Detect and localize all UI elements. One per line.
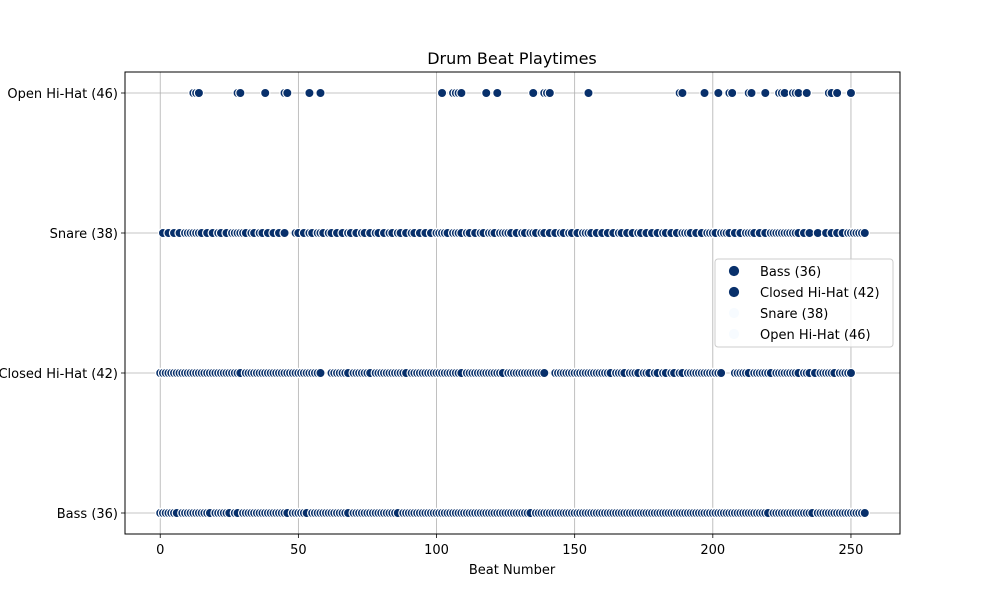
data-point (492, 87, 503, 99)
legend-marker (728, 328, 740, 340)
data-point (235, 87, 246, 99)
data-point (801, 87, 812, 99)
data-point (304, 87, 315, 99)
x-tick-label: 150 (562, 543, 587, 558)
data-point (193, 87, 205, 99)
legend-label: Closed Hi-Hat (42) (760, 286, 880, 301)
data-point (677, 87, 688, 99)
data-point (282, 87, 293, 99)
data-point (715, 367, 727, 379)
x-tick-label: 100 (424, 543, 449, 558)
data-point (746, 87, 757, 99)
x-tick-label: 0 (156, 543, 164, 558)
y-tick-label: Closed Hi-Hat (42) (0, 367, 118, 382)
y-tick-label: Snare (38) (50, 227, 118, 242)
series-closed-hi-hat-42 (155, 367, 857, 379)
data-point (481, 87, 492, 99)
data-point (859, 227, 870, 239)
data-point (859, 507, 870, 519)
data-points (155, 87, 870, 519)
y-axis-ticks: Bass (36) Closed Hi-Hat (42) Snare (38) Ope… (0, 87, 125, 522)
series-open-hi-hat-46 (188, 87, 857, 99)
legend: Bass (36) Closed Hi-Hat (42) Snare (38) Ope… (714, 258, 894, 348)
x-axis-ticks: 0 50 100 150 200 250 (156, 534, 863, 558)
data-point (699, 87, 710, 99)
data-point (456, 87, 467, 99)
data-point (544, 87, 555, 99)
data-point (845, 87, 857, 99)
data-point (528, 87, 539, 99)
legend-marker (728, 307, 740, 319)
data-point (713, 87, 724, 99)
data-point (279, 227, 290, 239)
series-bass-36 (155, 507, 870, 519)
legend-label: Bass (36) (760, 265, 821, 280)
data-point (726, 87, 738, 99)
x-tick-label: 50 (290, 543, 307, 558)
legend-label: Open Hi-Hat (46) (760, 328, 871, 343)
data-point (315, 87, 326, 99)
x-tick-label: 200 (700, 543, 725, 558)
plot-frame (124, 71, 901, 535)
data-point (845, 367, 857, 379)
data-point (315, 367, 326, 379)
legend-marker (728, 265, 740, 277)
legend-marker (728, 286, 740, 298)
data-point (760, 87, 771, 99)
data-point (260, 87, 271, 99)
data-point (831, 87, 843, 99)
chart-title: Drum Beat Playtimes (427, 49, 597, 68)
data-point (583, 87, 594, 99)
legend-box (714, 258, 894, 348)
y-tick-label: Open Hi-Hat (46) (7, 87, 118, 102)
data-point (436, 87, 448, 99)
data-point (539, 367, 550, 379)
x-axis-title: Beat Number (469, 563, 556, 578)
legend-label: Snare (38) (760, 307, 828, 322)
y-tick-label: Bass (36) (57, 507, 118, 522)
x-tick-label: 250 (839, 543, 864, 558)
series-snare-38 (157, 227, 870, 239)
